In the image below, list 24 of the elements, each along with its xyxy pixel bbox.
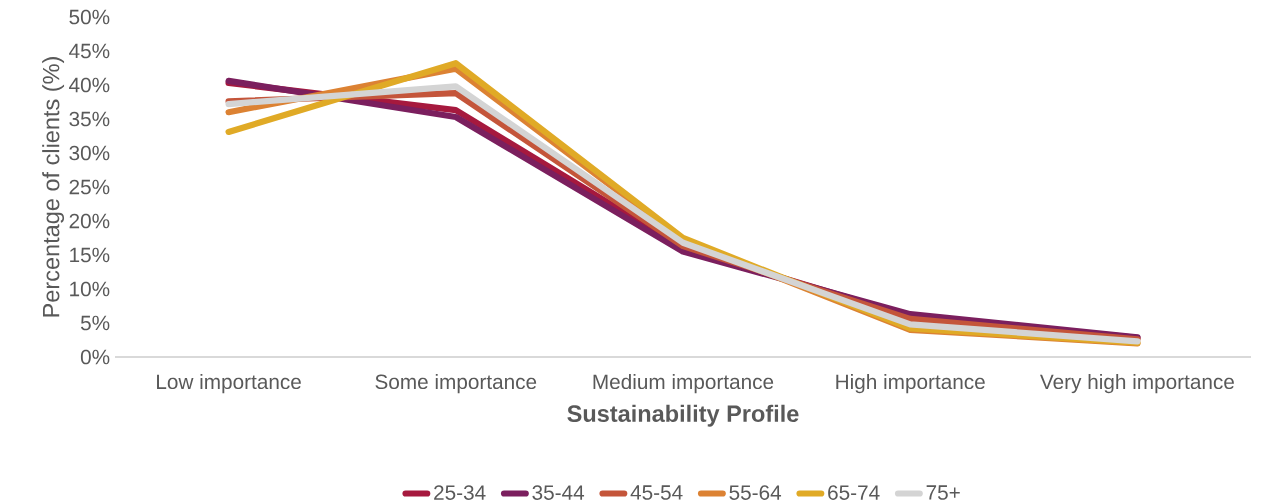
- y-tick-label: 35%: [69, 111, 110, 127]
- y-tick-label: 20%: [69, 213, 110, 229]
- y-tick-label: 5%: [80, 315, 110, 331]
- y-tick-label: 50%: [69, 9, 110, 25]
- x-axis-title: Sustainability Profile: [567, 404, 799, 427]
- y-tick-label: 30%: [69, 145, 110, 161]
- y-tick-label: 0%: [80, 349, 110, 365]
- x-tick-label: Some importance: [375, 373, 537, 394]
- x-tick-label: Very high importance: [1040, 373, 1234, 394]
- y-axis-title: Percentage of clients (%): [42, 57, 65, 317]
- x-tick-label: High importance: [836, 373, 985, 394]
- legend-label: 65-74: [828, 485, 880, 500]
- y-tick-label: 45%: [69, 43, 110, 59]
- y-tick-label: 40%: [69, 77, 110, 93]
- x-tick-label: Medium importance: [593, 373, 774, 394]
- x-tick-label: Low importance: [157, 373, 301, 394]
- y-tick-label: 10%: [70, 281, 110, 297]
- legend-label: 25-34: [434, 485, 486, 500]
- y-tick-label: 15%: [70, 247, 110, 263]
- legend-label: 35-44: [532, 485, 585, 500]
- legend-label: 55-64: [729, 485, 782, 500]
- legend-label: 45-54: [630, 485, 683, 500]
- y-tick-label: 25%: [69, 179, 110, 195]
- legend-label: 75+: [926, 485, 960, 500]
